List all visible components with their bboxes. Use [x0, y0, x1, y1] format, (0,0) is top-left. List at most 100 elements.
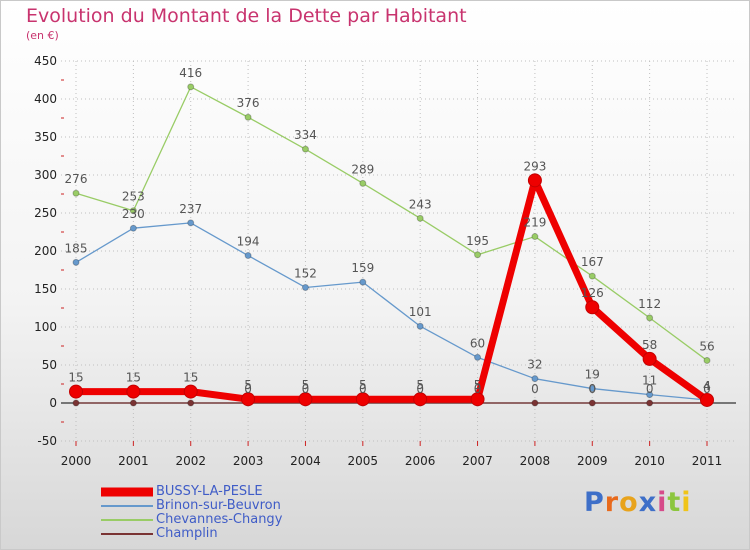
data-point [72, 399, 80, 407]
brand-logo-letter: P [584, 487, 605, 518]
brand-logo-letter: t [667, 487, 682, 518]
data-label: 253 [122, 190, 145, 204]
data-label: 15 [68, 371, 83, 385]
data-point [244, 252, 252, 260]
legend-label-champlin: Champlin [156, 526, 218, 541]
data-label: 58 [642, 338, 657, 352]
y-tick-label: 300 [34, 168, 57, 182]
legend-swatch-champlin [101, 527, 153, 541]
data-label: 289 [351, 162, 374, 176]
data-label: 0 [703, 382, 711, 396]
data-label: 243 [409, 197, 432, 211]
data-point [129, 207, 137, 215]
y-tick-label: 400 [34, 92, 57, 106]
y-tick-label: 250 [34, 206, 57, 220]
data-label: 56 [699, 339, 714, 353]
x-tick-label: 2006 [405, 454, 436, 468]
data-label: 0 [302, 382, 310, 396]
y-tick-label: 0 [49, 396, 57, 410]
legend-label-brinon-sur-beuvron: Brinon-sur-Beuvron [156, 498, 281, 513]
x-tick-label: 2001 [118, 454, 149, 468]
data-label-layer: 0 0 0 0 0 0 0 0 0 185 230 237 194 152 159 101 60 32 19 11 4 2… [65, 66, 715, 396]
data-point [69, 384, 83, 399]
data-point [187, 83, 195, 91]
data-label: 194 [237, 235, 260, 249]
y-tick-label: 150 [34, 282, 57, 296]
data-point [187, 399, 195, 407]
data-point [355, 392, 370, 407]
data-label: 237 [179, 202, 202, 216]
data-point [588, 399, 596, 407]
data-point [129, 224, 137, 232]
data-label: 185 [65, 241, 88, 255]
data-label: 0 [359, 382, 367, 396]
data-label: 5 [244, 378, 252, 392]
x-tick-label: 2000 [61, 454, 92, 468]
data-label: 32 [527, 358, 542, 372]
data-point [474, 251, 482, 259]
data-label: 334 [294, 128, 317, 142]
data-label: 101 [409, 305, 432, 319]
data-label: 195 [466, 234, 489, 248]
legend-swatch-bussy-la-pesle [101, 485, 153, 499]
y-tick-label: -50 [37, 434, 57, 448]
x-tick-label: 2003 [233, 454, 264, 468]
data-point [700, 392, 714, 407]
data-label: 0 [646, 382, 654, 396]
data-label: 152 [294, 266, 317, 280]
data-label: 11 [642, 374, 657, 388]
y-tick-label: 350 [34, 130, 57, 144]
x-tick-label: 2007 [462, 454, 493, 468]
data-label: 5 [359, 378, 367, 392]
series-line [75, 222, 708, 401]
data-point [413, 392, 428, 407]
data-point [531, 233, 539, 241]
data-label: 0 [416, 382, 424, 396]
data-point [470, 392, 485, 407]
data-label: 0 [531, 382, 539, 396]
data-point [416, 214, 424, 222]
data-label: 219 [523, 216, 546, 230]
data-label: 5 [302, 378, 310, 392]
data-label: 5 [474, 378, 482, 392]
x-tick-label: 2011 [692, 454, 723, 468]
data-label: 19 [585, 368, 600, 382]
data-point [241, 392, 256, 407]
x-tick-label: 2010 [634, 454, 665, 468]
grid-layer [61, 60, 736, 442]
data-label: 4 [703, 379, 711, 393]
data-point [129, 399, 137, 407]
data-point [646, 314, 654, 322]
data-label: 15 [126, 371, 141, 385]
x-tick-label: 2009 [577, 454, 608, 468]
data-label: 126 [581, 286, 604, 300]
data-point [301, 145, 309, 153]
data-point [585, 300, 600, 315]
data-label: 167 [581, 255, 604, 269]
legend-swatch-chevannes-changy [101, 513, 153, 527]
x-tick-label: 2008 [520, 454, 551, 468]
data-point [301, 283, 309, 291]
series-layer [69, 83, 714, 407]
data-label: 230 [122, 207, 145, 221]
data-point [588, 272, 596, 280]
data-label: 60 [470, 336, 485, 350]
data-point [72, 258, 80, 266]
data-point [646, 391, 654, 399]
series-line [75, 86, 708, 362]
y-tick-label: 100 [34, 320, 57, 334]
data-point [416, 322, 424, 330]
data-point [126, 384, 141, 399]
brand-logo: Proxiti [584, 487, 692, 518]
brand-logo-letter: i [681, 487, 692, 518]
data-label: 0 [244, 382, 252, 396]
brand-logo-letter: r [604, 487, 620, 518]
data-label: 159 [351, 261, 374, 275]
data-point [298, 392, 313, 407]
data-point [642, 351, 657, 366]
chart-unit: (en €) [26, 29, 59, 42]
y-tick-label: 450 [34, 54, 57, 68]
